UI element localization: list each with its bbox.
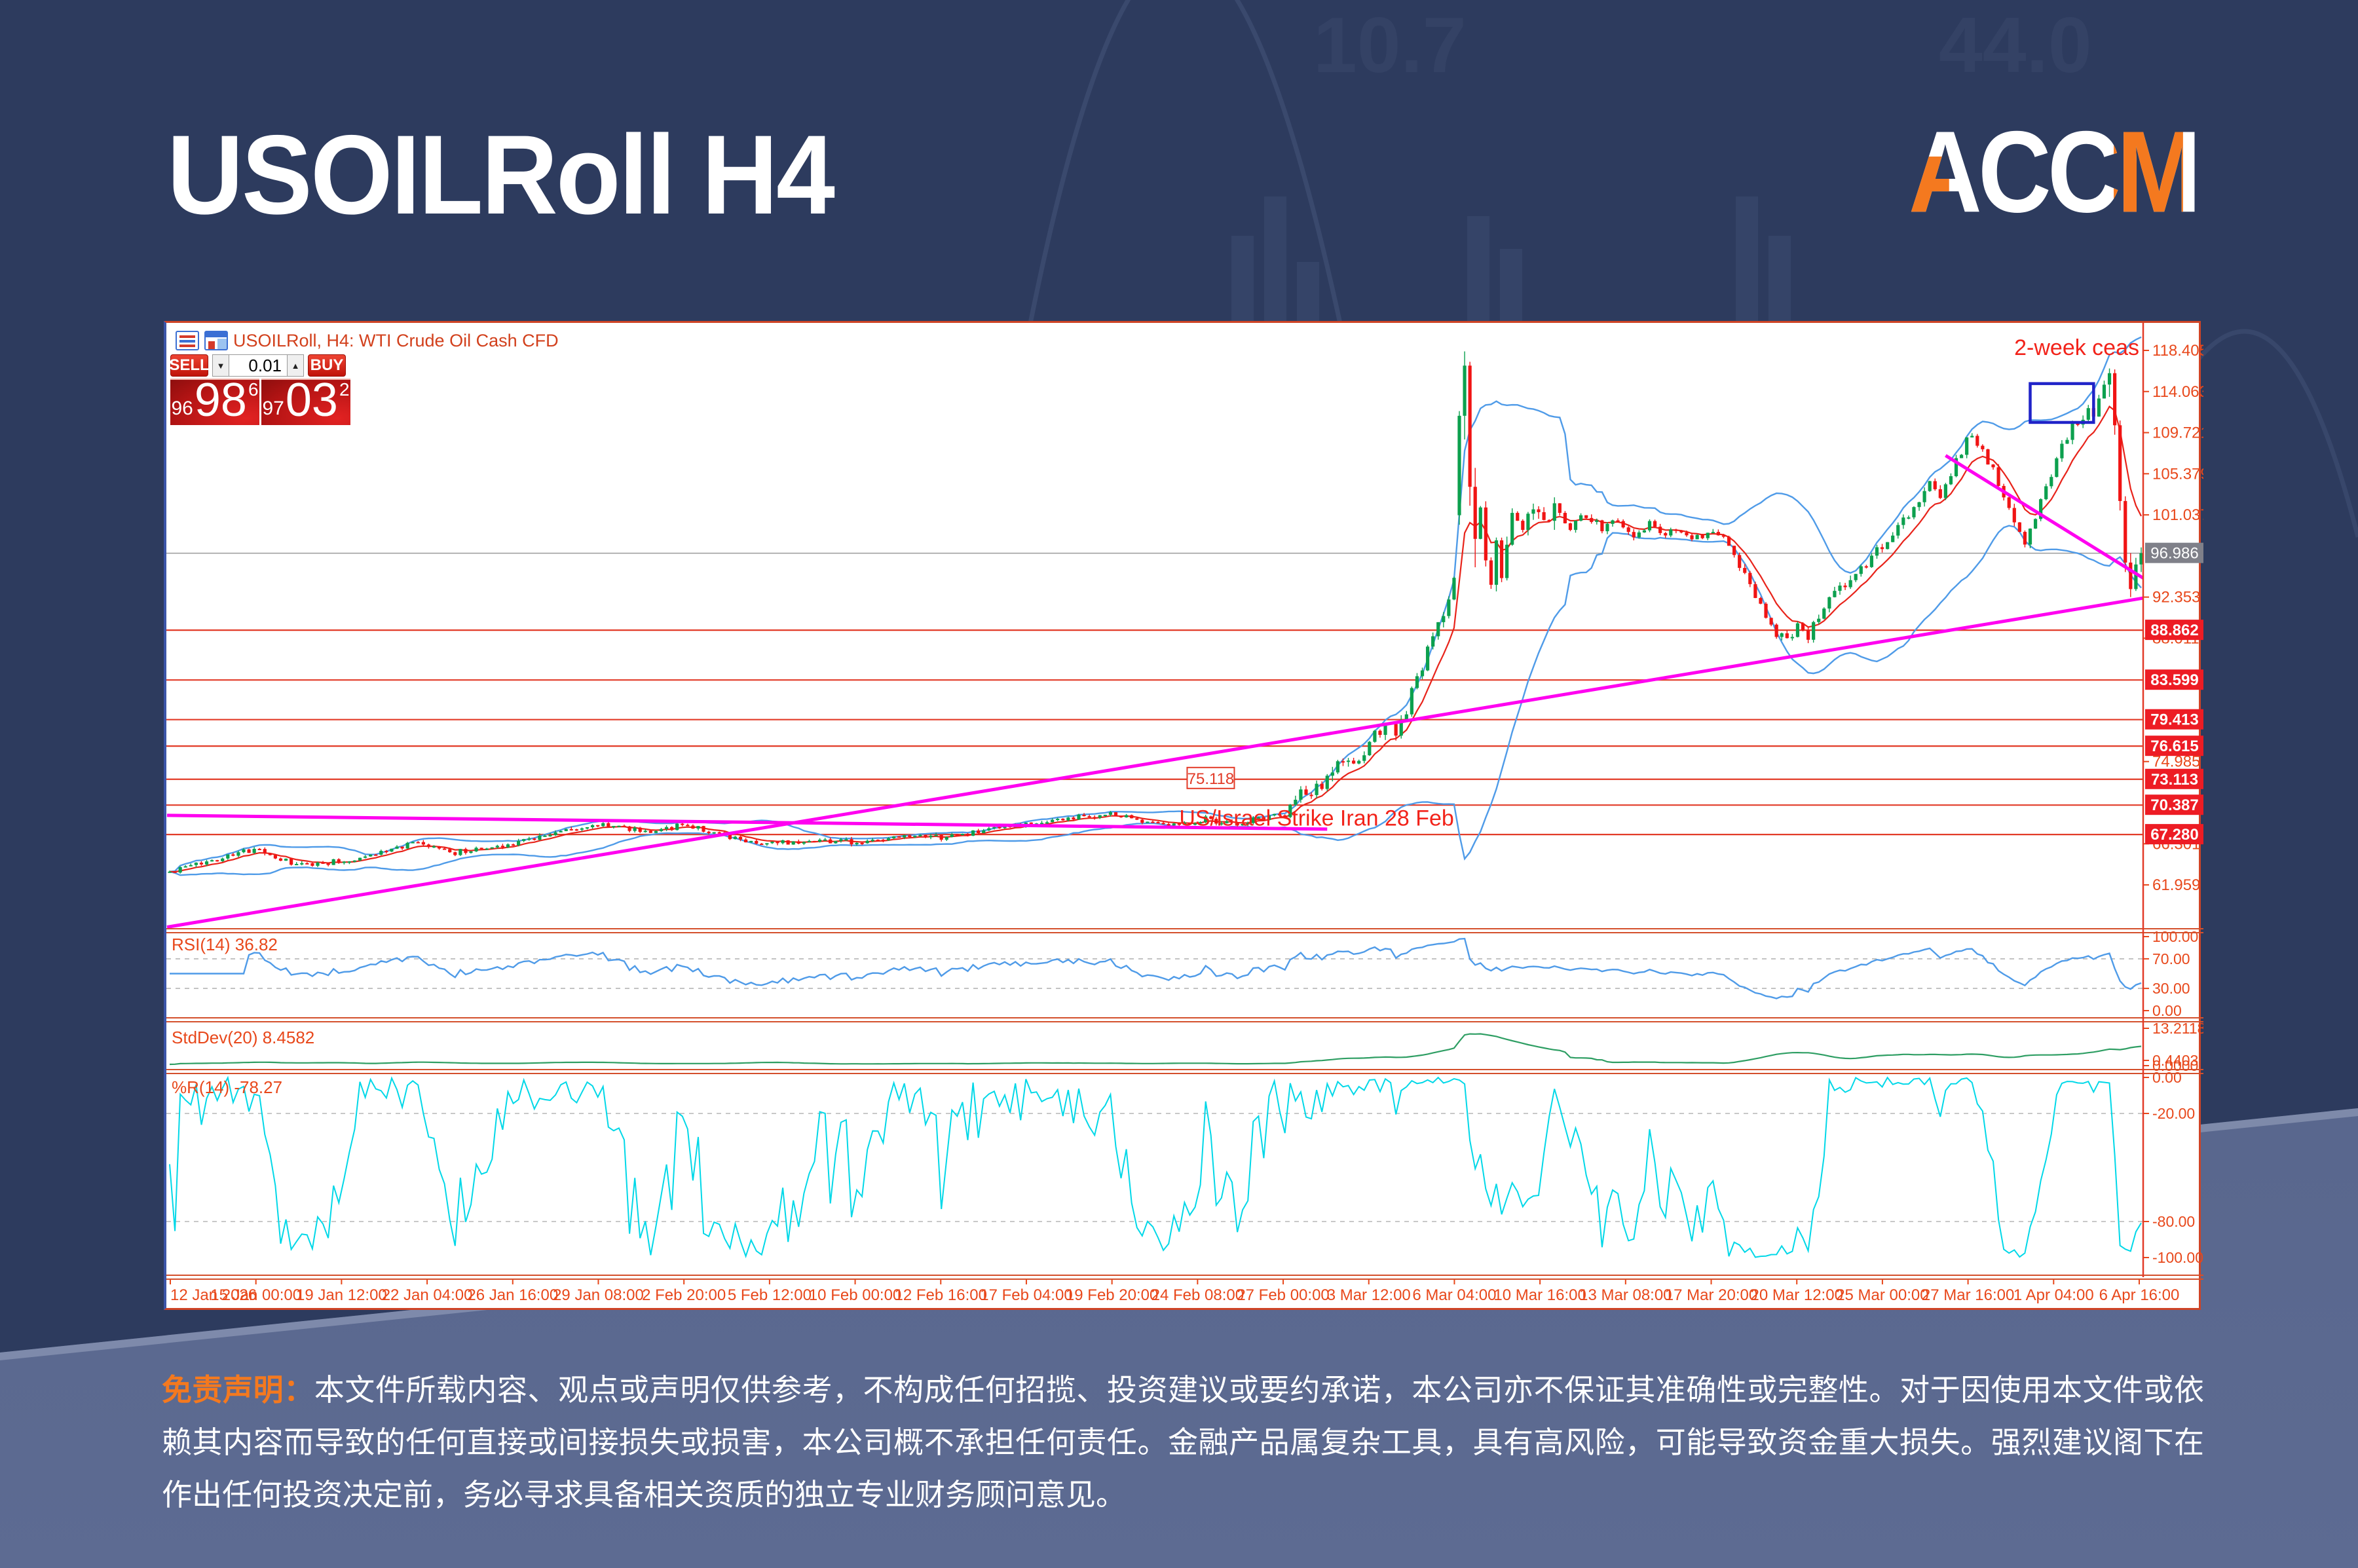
svg-text:15 Jan 00:00: 15 Jan 00:00 [210, 1286, 301, 1304]
trendlines [166, 382, 2143, 929]
svg-text:10 Mar 16:00: 10 Mar 16:00 [1493, 1286, 1586, 1304]
bollinger-bands [169, 336, 2142, 876]
disclaimer-text: 本文件所载内容、观点或声明仅供参考，不构成任何招揽、投资建议或要约承诺，本公司亦… [162, 1373, 2205, 1512]
svg-text:70.387: 70.387 [2150, 796, 2198, 814]
svg-text:30.00: 30.00 [2152, 980, 2190, 997]
svg-text:-80.00: -80.00 [2152, 1213, 2195, 1230]
watermark-number: 10.7 [1313, 1, 1467, 89]
svg-text:24 Feb 08:00: 24 Feb 08:00 [1151, 1286, 1244, 1304]
svg-text:26 Jan 16:00: 26 Jan 16:00 [467, 1286, 558, 1304]
svg-text:92.353: 92.353 [2152, 589, 2200, 607]
sell-button[interactable]: SELL [169, 354, 210, 377]
chart-canvas[interactable]: 118.405 114.063 109.721 105.379 101.037 92.35… [166, 323, 2203, 1312]
svg-text:-100.00: -100.00 [2152, 1249, 2203, 1266]
sell-price-sup: 6 [248, 379, 259, 400]
svg-text:118.405: 118.405 [2152, 342, 2203, 360]
svg-text:0.00: 0.00 [2152, 1002, 2182, 1019]
symbol-title: USOILRoll, H4: WTI Crude Oil Cash CFD [233, 330, 559, 350]
svg-text:StdDev(20) 8.4582: StdDev(20) 8.4582 [172, 1028, 314, 1047]
svg-text:67.280: 67.280 [2150, 826, 2198, 844]
svg-text:17 Feb 04:00: 17 Feb 04:00 [980, 1286, 1072, 1304]
svg-text:100.00: 100.00 [2152, 928, 2198, 945]
svg-text:12 Jan 2026: 12 Jan 2026 [170, 1286, 257, 1304]
buy-price-big: 03 [285, 373, 338, 426]
svg-text:19 Feb 20:00: 19 Feb 20:00 [1066, 1286, 1158, 1304]
svg-text:61.959: 61.959 [2152, 876, 2200, 894]
candlesticks [168, 351, 2143, 874]
svg-text:83.599: 83.599 [2150, 671, 2198, 689]
svg-text:22 Jan 04:00: 22 Jan 04:00 [382, 1286, 473, 1304]
svg-text:114.063: 114.063 [2152, 383, 2203, 401]
buy-button[interactable]: BUY [308, 354, 346, 377]
stddev-pane [169, 1033, 2142, 1066]
buy-price-tile[interactable]: 97 03 2 [261, 373, 350, 426]
brand-logo: ACCM ACCM ACCM [1909, 106, 2201, 239]
svg-text:2 Feb 20:00: 2 Feb 20:00 [642, 1286, 726, 1304]
list-icon[interactable] [176, 331, 199, 350]
volume-increase-button[interactable]: ▲ [287, 354, 304, 377]
rsi-pane [166, 937, 2143, 999]
svg-text:19 Jan 12:00: 19 Jan 12:00 [296, 1286, 387, 1304]
brand-logo-accent-m: ACCM [1909, 107, 2198, 237]
svg-text:17 Mar 20:00: 17 Mar 20:00 [1665, 1286, 1757, 1304]
annotation-rect [2029, 382, 2095, 424]
svg-text:13.2118: 13.2118 [2152, 1020, 2203, 1037]
mt4-chart-window: 118.405 114.063 109.721 105.379 101.037 92.35… [164, 321, 2203, 1312]
chart-window-icon[interactable] [204, 331, 228, 350]
svg-text:-20.00: -20.00 [2152, 1105, 2195, 1122]
svg-text:96.986: 96.986 [2150, 545, 2198, 563]
svg-text:1 Apr 04:00: 1 Apr 04:00 [2013, 1286, 2094, 1304]
sell-price-whole: 96 [171, 398, 193, 419]
svg-text:88.862: 88.862 [2150, 622, 2198, 639]
svg-text:25 Mar 00:00: 25 Mar 00:00 [1836, 1286, 1928, 1304]
disclaimer-label: 免责声明： [162, 1373, 314, 1407]
svg-text:10 Feb 00:00: 10 Feb 00:00 [809, 1286, 901, 1304]
volume-input[interactable]: 0.01 [229, 354, 287, 377]
buy-price-whole: 97 [262, 398, 284, 419]
percent-r-pane [166, 1075, 2143, 1259]
svg-text:73.113: 73.113 [2151, 771, 2198, 789]
disclaimer: 免责声明：本文件所载内容、观点或声明仅供参考，不构成任何招揽、投资建议或要约承诺… [162, 1364, 2204, 1521]
svg-text:20 Mar 12:00: 20 Mar 12:00 [1751, 1286, 1843, 1304]
svg-text:29 Jan 08:00: 29 Jan 08:00 [553, 1286, 644, 1304]
svg-text:75.118: 75.118 [1188, 770, 1235, 788]
svg-text:6 Mar 04:00: 6 Mar 04:00 [1412, 1286, 1496, 1304]
svg-text:6 Apr 16:00: 6 Apr 16:00 [2099, 1286, 2180, 1304]
svg-text:3 Mar 12:00: 3 Mar 12:00 [1327, 1286, 1411, 1304]
svg-text:5 Feb 12:00: 5 Feb 12:00 [728, 1286, 812, 1304]
sell-price-tile[interactable]: 96 98 6 [170, 373, 259, 426]
page-title: USOILRoll H4 [167, 112, 835, 238]
svg-text:0.00: 0.00 [2152, 1069, 2182, 1086]
chart-header: USOILRoll, H4: WTI Crude Oil Cash CFD [176, 329, 559, 352]
svg-text:2-week ceas: 2-week ceas [2014, 335, 2139, 360]
price-levels [166, 552, 2143, 836]
svg-text:US/Israel Strike Iran 28 Feb: US/Israel Strike Iran 28 Feb [1179, 806, 1454, 831]
svg-text:0.4403: 0.4403 [2152, 1052, 2198, 1069]
svg-text:105.379: 105.379 [2152, 465, 2203, 483]
sell-price-big: 98 [194, 373, 247, 426]
svg-text:74.985: 74.985 [2152, 753, 2200, 771]
svg-text:27 Feb 00:00: 27 Feb 00:00 [1237, 1286, 1329, 1304]
svg-text:101.037: 101.037 [2152, 506, 2203, 524]
brand-logo-text: ACCM [1909, 107, 2201, 237]
svg-text:76.615: 76.615 [2150, 737, 2198, 755]
svg-text:%R(14) -78.27: %R(14) -78.27 [172, 1077, 282, 1097]
one-click-trade-panel: SELL ▼ 0.01 ▲ BUY 96 98 6 97 03 2 [169, 354, 354, 426]
buy-price-sup: 2 [339, 379, 350, 400]
svg-text:12 Feb 16:00: 12 Feb 16:00 [895, 1286, 987, 1304]
svg-text:0.0000: 0.0000 [2152, 1057, 2198, 1074]
brand-logo-accent-a: ACCM [1909, 107, 2198, 237]
svg-text:79.413: 79.413 [2150, 711, 2198, 729]
svg-text:13 Mar 08:00: 13 Mar 08:00 [1579, 1286, 1672, 1304]
svg-text:27 Mar 16:00: 27 Mar 16:00 [1922, 1286, 2014, 1304]
svg-text:70.00: 70.00 [2152, 950, 2190, 967]
svg-text:RSI(14) 36.82: RSI(14) 36.82 [172, 935, 278, 954]
svg-text:109.721: 109.721 [2152, 424, 2203, 442]
watermark-number: 44.0 [1939, 1, 2092, 89]
volume-decrease-button[interactable]: ▼ [212, 354, 229, 377]
